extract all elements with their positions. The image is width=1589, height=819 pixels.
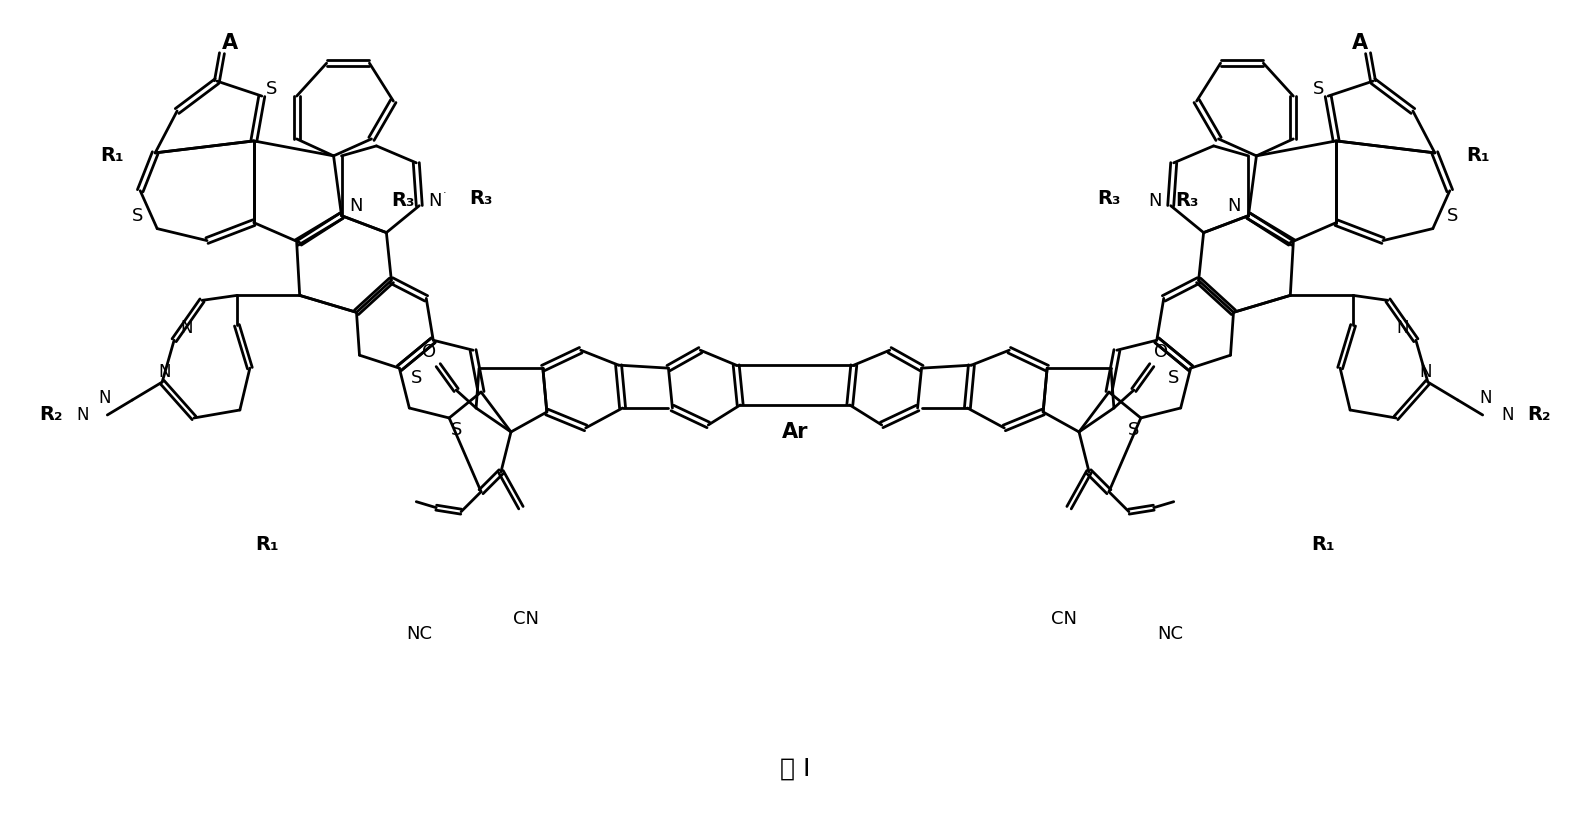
Text: N: N (1419, 363, 1432, 381)
Text: N: N (1502, 406, 1514, 424)
Text: N: N (350, 197, 362, 215)
Text: A: A (1352, 34, 1368, 53)
Text: R₂: R₂ (1527, 405, 1551, 424)
Text: R₁: R₁ (1311, 535, 1335, 554)
Text: A: A (222, 34, 238, 53)
Text: N: N (1149, 192, 1162, 210)
Text: N: N (181, 319, 194, 337)
Text: NC: NC (407, 625, 432, 643)
Text: CN: CN (1050, 610, 1077, 628)
Text: N: N (99, 389, 111, 407)
Text: R₃: R₃ (469, 189, 493, 208)
Text: R₁: R₁ (100, 147, 124, 165)
Text: O: O (1154, 343, 1168, 361)
Text: S: S (450, 421, 462, 439)
Text: 式 I: 式 I (780, 757, 810, 781)
Text: N: N (76, 406, 89, 424)
Text: S: S (1313, 80, 1324, 98)
Text: N: N (157, 363, 170, 381)
Text: S: S (1128, 421, 1139, 439)
Text: CN: CN (513, 610, 539, 628)
Text: S: S (410, 369, 423, 387)
Text: S: S (132, 206, 143, 224)
Text: O: O (423, 343, 437, 361)
Text: R₁: R₁ (1467, 147, 1489, 165)
Text: N: N (429, 192, 442, 210)
Text: R₁: R₁ (254, 535, 278, 554)
Text: N: N (1227, 197, 1241, 215)
Text: R₃: R₃ (1098, 189, 1120, 208)
Text: NC: NC (1158, 625, 1184, 643)
Text: S: S (1448, 206, 1459, 224)
Text: S: S (1168, 369, 1179, 387)
Text: ·: · (443, 188, 447, 197)
Text: S: S (265, 80, 278, 98)
Text: Ar: Ar (782, 422, 809, 442)
Text: N: N (1479, 389, 1492, 407)
Text: R₃: R₃ (1176, 191, 1198, 210)
Text: R₂: R₂ (38, 405, 62, 424)
Text: R₃: R₃ (391, 191, 415, 210)
Text: N: N (1397, 319, 1409, 337)
